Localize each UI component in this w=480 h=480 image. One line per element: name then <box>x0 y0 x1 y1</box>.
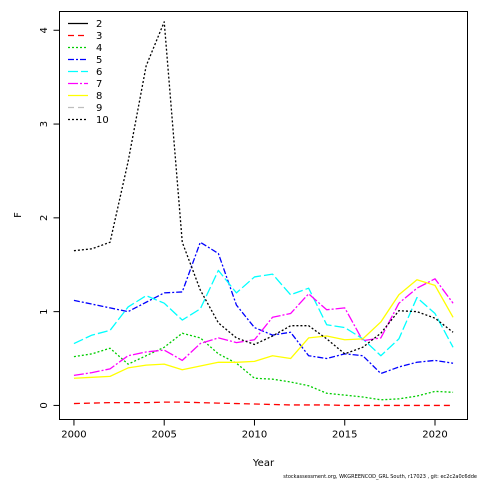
series-line-5 <box>73 241 454 375</box>
y-tick-label: 3 <box>39 121 50 127</box>
x-axis: 2000 2005 2010 2015 2020 <box>61 419 448 441</box>
series-line-3 <box>73 401 454 407</box>
series-line-7 <box>73 278 454 377</box>
x-tick-label: 2000 <box>61 430 86 441</box>
series-line-10 <box>73 21 454 355</box>
legend-label-9: 9 <box>96 103 102 114</box>
plot-frame <box>59 11 468 420</box>
series-line-6 <box>73 269 454 357</box>
legend-label-7: 7 <box>96 79 102 90</box>
series-line-8 <box>73 279 454 379</box>
x-tick-label: 2020 <box>422 430 447 441</box>
legend-label-2: 2 <box>96 19 102 30</box>
footnote: stockassessment.org, WKGREENCOD_GRL Sout… <box>283 474 477 480</box>
y-tick-label: 0 <box>39 402 50 408</box>
series-line-4 <box>73 332 454 401</box>
x-tick-label: 2005 <box>151 430 176 441</box>
y-axis: 0 1 2 3 4 <box>39 27 60 409</box>
y-axis-title: F <box>13 212 24 218</box>
x-axis-title: Year <box>252 458 275 469</box>
legend-label-4: 4 <box>96 43 102 54</box>
y-tick-label: 2 <box>39 215 50 221</box>
y-tick-label: 1 <box>39 308 50 314</box>
legend-label-3: 3 <box>96 31 102 42</box>
x-tick-label: 2010 <box>242 430 267 441</box>
legend-label-8: 8 <box>96 91 102 102</box>
legend-label-6: 6 <box>96 67 102 78</box>
y-tick-label: 4 <box>39 27 50 33</box>
legend-label-10: 10 <box>96 115 109 126</box>
legend-label-5: 5 <box>96 55 102 66</box>
x-tick-label: 2015 <box>332 430 357 441</box>
series-layer <box>73 21 454 407</box>
